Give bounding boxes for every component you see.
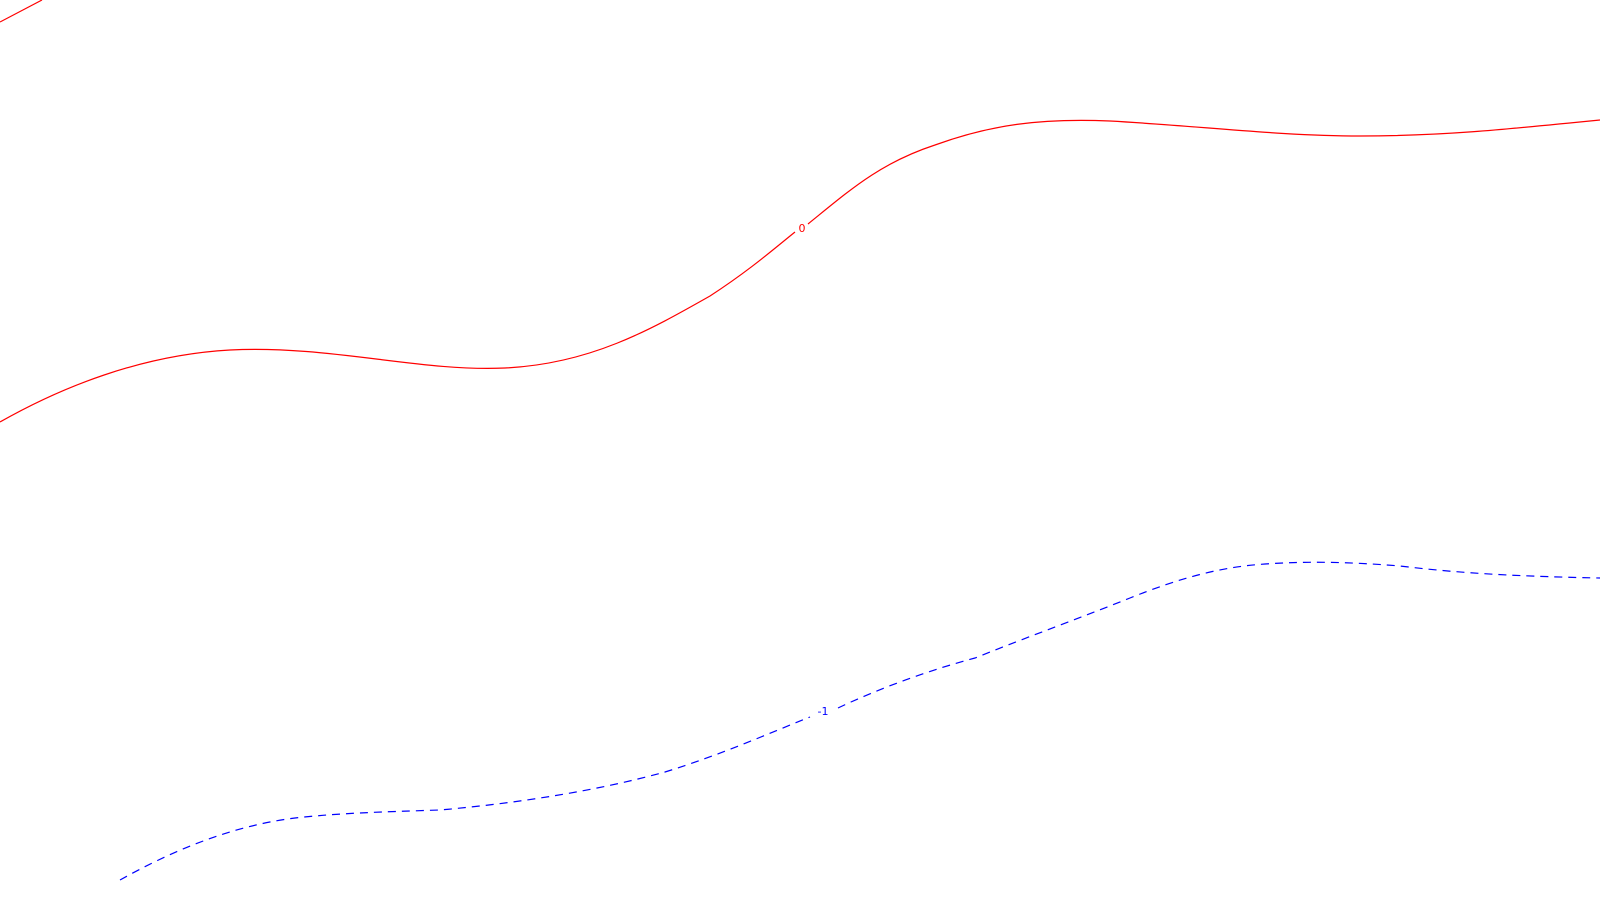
contour-line-zero-corner	[0, 0, 43, 23]
contour-label-zero: 0	[799, 222, 806, 235]
contour-line-zero	[0, 119, 1600, 423]
contour-label-minus-one: -1	[818, 705, 829, 718]
contour-line-minus-one	[119, 561, 1600, 881]
